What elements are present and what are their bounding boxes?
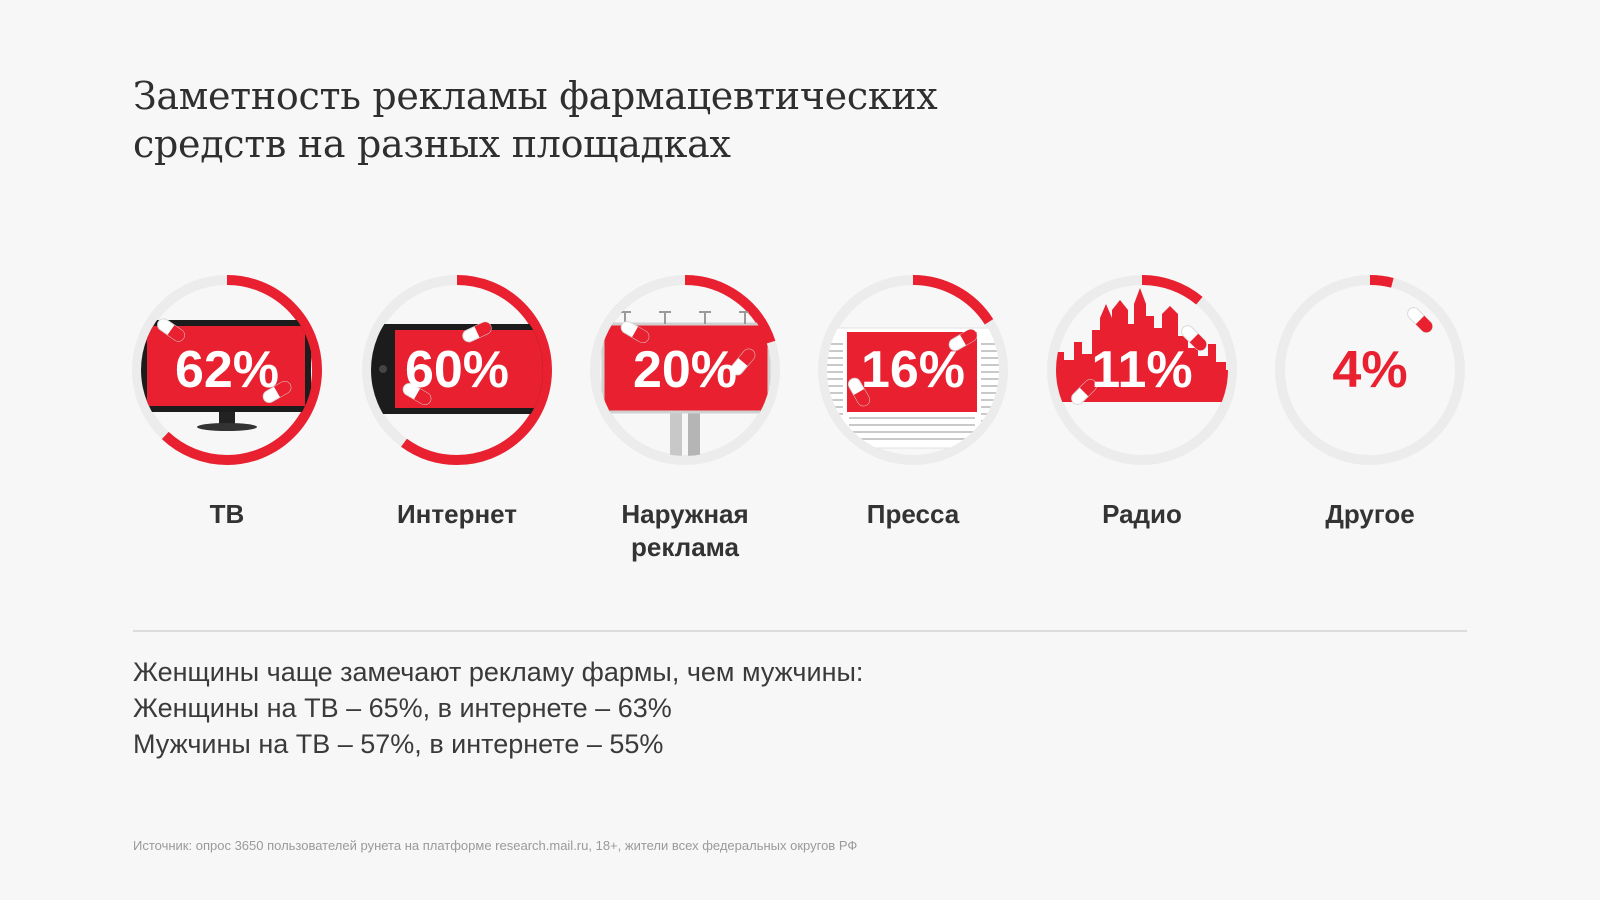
summary-block: Женщины чаще замечают рекламу фармы, чем… (133, 654, 1233, 762)
value-label: 11% (1091, 341, 1192, 399)
ring-value-arc (818, 275, 1008, 465)
divider (133, 630, 1467, 632)
pill-icon (730, 348, 756, 376)
category-label: Наружная реклама (621, 499, 749, 562)
ring-item: 16% Пресса (793, 270, 1033, 531)
ring-chart: 11% (1047, 275, 1237, 465)
ring-value-arc (362, 275, 552, 465)
ring-value-arc (1047, 275, 1237, 465)
pill-icon (262, 381, 292, 403)
ring-chart: 60% (362, 275, 552, 465)
ring-item: 11% Радио (1022, 270, 1262, 531)
city-skyline-icon (1056, 288, 1228, 405)
pill-icon (1407, 307, 1433, 333)
pill-icon (1407, 307, 1433, 333)
category-label: ТВ (209, 499, 245, 529)
ring-value-arc (132, 275, 322, 465)
page-title-line-2: средств на разных площадках (133, 122, 731, 166)
phone-icon (371, 321, 543, 414)
ring-item: 60% Интернет (337, 270, 577, 531)
summary-line-1: Женщины чаще замечают рекламу фармы, чем… (133, 657, 864, 687)
tv-icon (141, 318, 311, 431)
value-label: 16% (861, 341, 965, 399)
value-label: 20% (633, 341, 737, 399)
ring-chart: 4% (1275, 275, 1465, 465)
page-title: Заметность рекламы фармацевтических сред… (133, 72, 1133, 168)
pill-icon (848, 377, 870, 407)
ring-charts: 62% ТВ 60% Интернет 20% Наружная реклама 16% Пр… (0, 270, 1600, 580)
ring-value-arc (1275, 275, 1465, 465)
ring-item: 20% Наружная реклама (565, 270, 805, 564)
value-label: 62% (175, 341, 279, 399)
pill-icon (157, 318, 185, 342)
pill-icon (620, 321, 650, 343)
ring-chart: 16% (818, 275, 1008, 465)
ring-chart: 20% (590, 275, 780, 465)
billboard-icon (601, 311, 771, 456)
source-note: Источник: опрос 3650 пользователей рунет… (133, 838, 858, 853)
summary-line-2: Женщины на ТВ – 65%, в интернете – 63% (133, 693, 672, 723)
pill-icon (1181, 325, 1207, 351)
ring-item: 4% Другое (1250, 270, 1490, 531)
pill-icon (948, 329, 978, 351)
category-label: Радио (1102, 499, 1182, 529)
value-label: 60% (405, 341, 509, 399)
ring-item: 62% ТВ (107, 270, 347, 531)
pill-icon (1071, 379, 1097, 405)
pill-icon (462, 321, 492, 343)
ring-value-arc (590, 275, 780, 465)
summary-line-3: Мужчины на ТВ – 57%, в интернете – 55% (133, 729, 664, 759)
page-title-line-1: Заметность рекламы фармацевтических (133, 74, 938, 118)
category-label: Пресса (866, 499, 960, 529)
newspaper-icon (827, 327, 999, 449)
pill-icon (402, 383, 432, 405)
value-label: 4% (1332, 341, 1407, 399)
ring-chart: 62% (132, 275, 322, 465)
category-label: Интернет (396, 499, 518, 529)
category-label: Другое (1325, 499, 1415, 529)
